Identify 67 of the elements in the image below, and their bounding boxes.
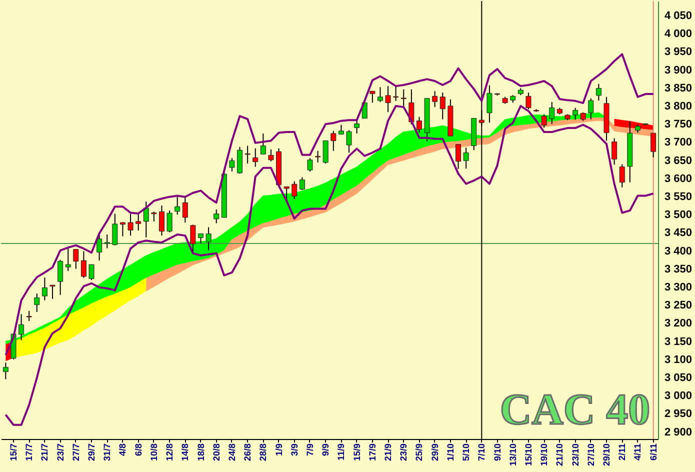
y-tick-label: 3 800 <box>664 100 692 112</box>
x-tick-label: 4/8 <box>118 444 128 456</box>
x-tick-label: 26/8 <box>242 444 253 462</box>
y-tick-label: 3 750 <box>664 118 692 131</box>
x-tick-label: 20/8 <box>211 444 222 462</box>
x-tick-label: 15/9 <box>352 444 362 462</box>
x-tick-label: 18/8 <box>196 444 206 462</box>
y-tick-label: 3 850 <box>664 82 692 94</box>
x-tick-label: 4/11 <box>632 444 643 461</box>
x-tick-label: 21/9 <box>383 444 394 462</box>
y-tick-label: 4 000 <box>664 28 692 40</box>
x-tick-label: 27/10 <box>586 444 596 466</box>
x-tick-label: 3/9 <box>289 444 300 456</box>
x-tick-label: 28/8 <box>258 444 268 462</box>
y-tick-label: 3 050 <box>664 372 692 384</box>
x-tick-label: 7/10 <box>476 444 487 462</box>
y-tick-label: 4 050 <box>664 10 692 22</box>
x-tick-label: 6/8 <box>133 444 144 456</box>
x-tick-label: 14/8 <box>180 444 190 462</box>
y-tick-label: 3 650 <box>664 154 692 167</box>
y-tick-label: 3 200 <box>664 318 692 330</box>
x-tick-label: 23/7 <box>55 444 66 462</box>
y-tick-label: 3 950 <box>664 46 692 58</box>
y-tick-label: 3 250 <box>664 300 692 312</box>
y-tick-label: 3 350 <box>664 263 692 276</box>
x-tick-label: 29/7 <box>86 444 97 462</box>
x-tick-label: 12/8 <box>164 444 175 462</box>
x-tick-label: 21/10 <box>554 444 565 466</box>
x-tick-label: 23/9 <box>398 444 409 462</box>
x-tick-label: 1/9 <box>274 444 284 456</box>
y-tick-label: 3 500 <box>664 209 692 222</box>
x-tick-label: 5/10 <box>461 444 472 462</box>
y-tick-label: 3 600 <box>664 172 692 185</box>
text: CAC 40 <box>500 385 650 434</box>
x-tick-label: 31/7 <box>102 444 112 462</box>
x-tick-label: 7/9 <box>304 444 315 456</box>
y-tick-label: 2 950 <box>664 408 692 420</box>
y-tick-label: 3 550 <box>664 190 692 203</box>
y-tick-label: 3 100 <box>664 354 692 366</box>
x-tick-label: 6/11 <box>648 444 658 461</box>
x-tick-label: 15/10 <box>523 444 534 466</box>
x-tick-label: 24/8 <box>226 444 237 462</box>
x-tick-label: 9/10 <box>492 444 502 462</box>
x-tick-label: 13/10 <box>508 444 518 466</box>
x-tick-label: 15/7 <box>8 444 18 462</box>
x-tick-label: 17/9 <box>367 444 378 462</box>
x-tick-label: 1/10 <box>445 444 456 462</box>
x-tick-label: 2/11 <box>617 444 628 461</box>
x-tick-label: 19/10 <box>539 444 550 466</box>
y-tick-label: 3 150 <box>664 336 692 348</box>
y-tick-label: 3 400 <box>664 245 692 258</box>
x-tick-label: 25/9 <box>414 444 424 462</box>
x-tick-label: 10/8 <box>148 444 159 462</box>
x-tick-label: 29/9 <box>430 444 440 462</box>
x-tick-label: 23/10 <box>570 444 580 466</box>
x-tick-label: 27/7 <box>70 444 81 462</box>
y-tick-label: 3 700 <box>664 136 692 149</box>
x-tick-label: 9/9 <box>320 444 331 456</box>
x-tick-label: 29/10 <box>602 444 612 466</box>
x-tick-label: 21/7 <box>40 444 50 462</box>
x-tick-label: 17/7 <box>24 444 34 462</box>
y-tick-label: 3 900 <box>664 64 692 76</box>
y-tick-label: 3 450 <box>664 227 692 240</box>
y-tick-label: 2 900 <box>664 426 692 438</box>
y-tick-label: 3 300 <box>664 281 692 294</box>
y-tick-label: 3 000 <box>664 390 692 402</box>
x-tick-label: 11/9 <box>336 444 346 461</box>
